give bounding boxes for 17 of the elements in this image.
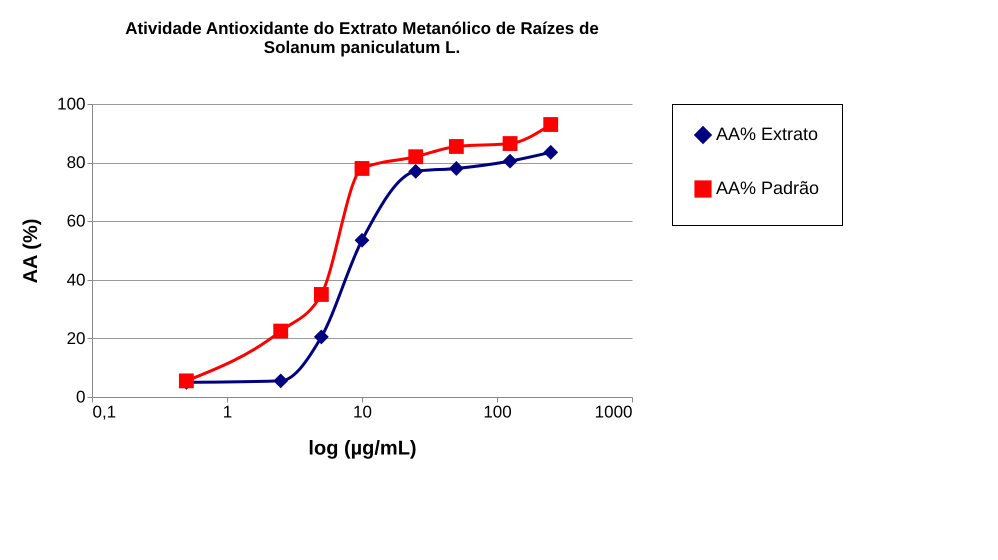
y-tick-label: 40 — [66, 270, 86, 290]
x-tick-label: 100 — [483, 402, 512, 422]
x-tick-label: 0,1 — [92, 402, 116, 422]
y-axis-title: AA (%) — [20, 218, 42, 284]
y-tick-label: 0 — [76, 388, 86, 406]
x-tick-label: 1 — [222, 402, 232, 422]
legend-label: AA% Padrão — [716, 178, 820, 198]
text: Atividade Antioxidante do Extrato Metanólico de Raízes de — [125, 19, 599, 38]
y-tick-label: 100 — [57, 94, 86, 114]
x-tick-label: 1000 — [594, 402, 632, 422]
legend-label: AA% Extrato — [716, 124, 818, 144]
y-tick-label: 80 — [66, 153, 86, 172]
x-tick-label: 10 — [353, 402, 372, 422]
x-axis-title: log (µg/mL) — [308, 438, 417, 460]
y-tick-label: 60 — [66, 212, 86, 231]
y-tick-label: 20 — [66, 328, 86, 348]
text: Solanum paniculatum L. — [264, 38, 460, 57]
